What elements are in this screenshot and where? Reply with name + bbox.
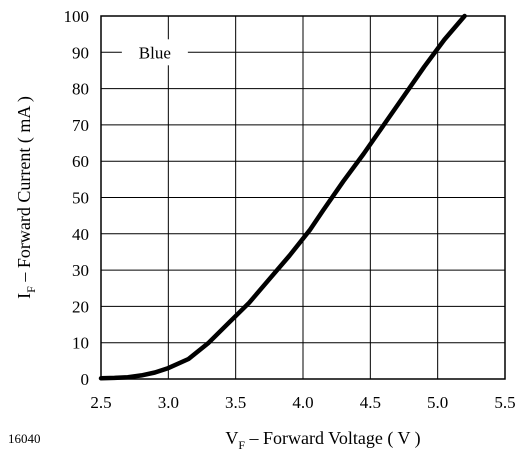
y-tick-label: 20 xyxy=(72,297,89,316)
x-axis-label: VF – Forward Voltage ( V ) xyxy=(225,428,420,452)
plot-frame xyxy=(100,15,506,380)
x-tick-label: 5.0 xyxy=(427,393,448,412)
annotation-label-blue: Blue xyxy=(139,43,171,62)
figure-number: 16040 xyxy=(8,431,41,446)
grid-lines xyxy=(101,16,505,379)
x-tick-label: 5.5 xyxy=(494,393,515,412)
y-tick-label: 60 xyxy=(72,152,89,171)
series-line-blue xyxy=(98,13,467,381)
y-tick-label: 70 xyxy=(72,116,89,135)
x-tick-label: 4.5 xyxy=(360,393,381,412)
y-axis-text: – Forward Current ( mA ) xyxy=(14,96,35,286)
x-axis-text: – Forward Voltage ( V ) xyxy=(245,428,421,449)
x-tick-labels: 2.5 3.0 3.5 4.0 4.5 5.0 5.5 xyxy=(90,393,515,412)
y-axis-label: IF – Forward Current ( mA ) xyxy=(14,96,38,299)
y-tick-label: 90 xyxy=(72,43,89,62)
y-tick-label: 80 xyxy=(72,80,89,99)
y-axis-symbol: I xyxy=(14,293,34,299)
y-tick-label: 100 xyxy=(64,7,90,26)
x-tick-label: 2.5 xyxy=(90,393,111,412)
y-tick-label: 40 xyxy=(72,225,89,244)
x-tick-label: 3.5 xyxy=(225,393,246,412)
x-axis-symbol: V xyxy=(225,428,238,448)
curve-layer xyxy=(98,13,467,381)
x-axis-subscript: F xyxy=(238,438,245,452)
y-tick-label: 30 xyxy=(72,261,89,280)
annotation-background xyxy=(121,39,188,66)
y-tick-label: 10 xyxy=(72,334,89,353)
series-annotation: Blue xyxy=(121,39,188,66)
y-tick-label: 50 xyxy=(72,189,89,208)
y-tick-label: 0 xyxy=(81,370,90,389)
x-tick-label: 4.0 xyxy=(292,393,313,412)
x-tick-label: 3.0 xyxy=(158,393,179,412)
y-tick-labels: 0 10 20 30 40 50 60 70 80 90 100 xyxy=(64,7,90,389)
y-axis-subscript: F xyxy=(24,286,38,293)
